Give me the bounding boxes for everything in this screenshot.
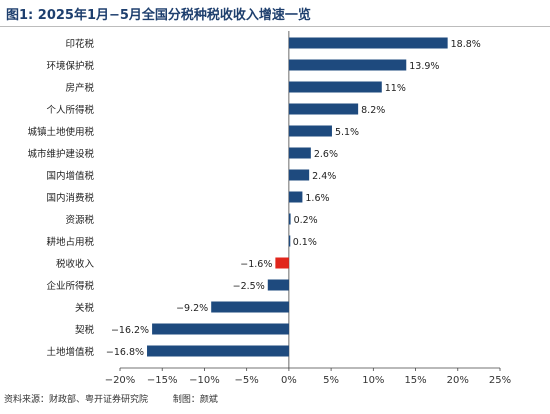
x-tick-label: 25% <box>489 375 511 386</box>
x-tick-label: 10% <box>362 375 384 386</box>
bar <box>288 81 382 93</box>
bar <box>288 191 303 203</box>
bar <box>267 279 289 291</box>
x-tick-label: 0% <box>281 375 297 386</box>
category-label: 环境保护税 <box>46 60 94 72</box>
bar <box>152 323 289 335</box>
category-label: 资源税 <box>65 214 94 226</box>
category-label: 关税 <box>75 302 95 314</box>
bar <box>288 169 310 181</box>
x-tick-label: −15% <box>147 375 178 386</box>
value-label: 2.6% <box>314 149 338 160</box>
value-label: 18.8% <box>451 39 481 50</box>
bar <box>288 125 332 137</box>
value-label: 8.2% <box>361 105 385 116</box>
category-label: 契税 <box>75 324 95 336</box>
value-label: 2.4% <box>312 171 336 182</box>
x-tick-label: −5% <box>235 375 259 386</box>
bar <box>211 301 289 313</box>
bar <box>288 235 291 247</box>
value-label: 11% <box>385 83 406 94</box>
bar <box>288 59 407 71</box>
category-label: 城市维护建设税 <box>27 148 94 160</box>
chart-title: 图1: 2025年1月−5月全国分税种税收收入增速一览 <box>6 8 311 23</box>
category-label: 耕地占用税 <box>46 236 94 248</box>
value-label: 0.2% <box>294 215 318 226</box>
source-note: 资料来源：财政部、粤开证券研究院 制图：颜斌 <box>4 392 240 405</box>
bar <box>288 213 291 225</box>
value-label: −16.2% <box>111 325 149 336</box>
x-tick-label: −10% <box>189 375 220 386</box>
bar <box>288 147 311 159</box>
value-label: 1.6% <box>305 193 329 204</box>
value-label: −9.2% <box>176 303 208 314</box>
category-label: 国内消费税 <box>46 192 94 204</box>
bar <box>147 345 289 357</box>
value-label: −1.6% <box>240 259 272 270</box>
author-text: 制图：颜斌 <box>172 395 218 405</box>
x-tick-label: 15% <box>404 375 426 386</box>
bar <box>288 103 359 115</box>
value-label: 13.9% <box>409 61 439 72</box>
category-label: 城镇土地使用税 <box>27 126 94 138</box>
value-label: −2.5% <box>233 281 265 292</box>
category-label: 国内增值税 <box>46 170 94 182</box>
category-label: 个人所得税 <box>46 104 94 116</box>
value-label: −16.8% <box>106 347 144 358</box>
source-text: 资料来源：财政部、粤开证券研究院 <box>4 395 149 405</box>
bar <box>275 257 289 269</box>
x-tick-label: 20% <box>447 375 469 386</box>
x-tick-label: 5% <box>323 375 339 386</box>
category-label: 土地增值税 <box>46 346 94 358</box>
category-label: 印花税 <box>65 38 94 50</box>
title-bar: 图1: 2025年1月−5月全国分税种税收收入增速一览 <box>0 0 550 27</box>
category-label: 企业所得税 <box>46 280 94 292</box>
category-label: 税收收入 <box>56 258 95 270</box>
category-label: 房产税 <box>65 82 94 94</box>
bar <box>288 37 448 49</box>
value-label: 5.1% <box>335 127 359 138</box>
x-tick-label: −20% <box>105 375 136 386</box>
value-label: 0.1% <box>293 237 317 248</box>
